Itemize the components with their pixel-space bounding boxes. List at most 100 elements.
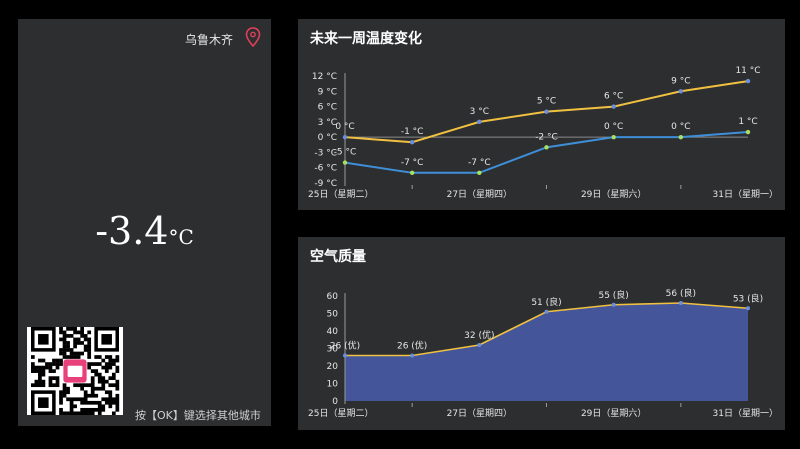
qr-module [76,383,81,388]
y-tick-label: 10 [327,380,339,390]
aqi-point [678,301,683,305]
y-tick-label: -3 °C [314,148,337,158]
aqi-point [746,306,750,311]
qr-module [38,383,42,388]
qr-module [52,358,56,363]
qr-logo [67,365,83,377]
qr-module [52,369,56,373]
qr-module [76,341,81,345]
x-tick-label: 25日（星期二） [308,189,373,200]
qr-module [66,334,70,338]
qr-module [59,348,63,352]
high-temp-label: 0 °C [335,122,354,132]
qr-module [48,365,53,370]
qr-module [101,407,106,412]
qr-module [52,362,56,366]
qr-module [97,404,102,409]
x-tick-label: 31日（星期一） [713,189,778,200]
qr-module [52,383,56,388]
qr-module [111,372,116,377]
qr-module [38,369,42,373]
qr-module [80,351,84,356]
qr-module [108,376,113,380]
qr-module [73,344,77,349]
location-pin-icon [245,27,261,47]
qr-module [108,365,113,370]
qr-module [83,344,88,349]
qr-module [66,341,70,345]
qr-finder [38,334,49,345]
qr-module [48,379,53,384]
qr-finder [38,397,49,408]
qr-module [101,365,106,370]
qr-module [69,334,74,338]
qr-module [97,411,102,415]
qr-module [62,348,67,352]
qr-module [104,355,109,359]
qr-module [66,397,70,402]
qr-module [80,330,84,335]
y-tick-label: 60 [327,292,339,302]
qr-module [62,383,67,388]
qr-module [59,351,63,356]
qr-module [80,400,84,405]
x-tick-label: 29日（星期六） [581,188,646,200]
qr-module [108,397,113,402]
qr-module [111,358,116,363]
qr-module [31,365,35,370]
high-temp-point [342,134,348,140]
low-temp-label: 0 °C [671,122,690,132]
qr-module [69,348,74,352]
qr-module [83,400,88,405]
qr-module [83,397,88,402]
qr-module [73,327,77,331]
low-temp-point [611,134,616,140]
qr-module [97,386,102,391]
qr-module [34,383,39,388]
qr-module [62,341,67,345]
qr-module [108,358,113,363]
qr-module [111,397,116,402]
qr-module [41,358,46,363]
aqi-label: 53 (良) [733,292,763,304]
qr-module [83,337,88,342]
qr-module [87,400,92,405]
qr-module [115,400,120,405]
qr-module [62,393,67,398]
qr-module [108,404,113,409]
y-tick-label: 30 [327,345,339,355]
qr-module [115,407,120,412]
aqi-point [343,353,347,358]
qr-module [73,383,77,388]
qr-module [87,351,92,356]
qr-module [41,379,46,384]
temperature-unit: °C [168,225,194,249]
qr-module [90,383,95,388]
qr-module [41,372,46,377]
qr-module [115,386,120,391]
qr-module [69,404,74,409]
qr-module [115,404,120,409]
aqi-point [410,353,415,358]
low-temp-label: -7 °C [401,158,424,168]
y-tick-label: 6 °C [318,103,337,113]
qr-module [34,379,39,384]
qr-module [90,400,95,405]
x-tick-label: 25日（星期二） [308,408,373,419]
qr-module [115,383,120,388]
qr-module [90,362,95,366]
qr-module [76,330,81,335]
y-tick-label: 40 [327,327,339,337]
qr-module [83,390,88,395]
qr-module [62,386,67,391]
qr-module [76,355,81,359]
qr-module [55,362,60,366]
qr-module [115,365,120,370]
qr-module [73,351,77,356]
qr-module [69,351,74,356]
qr-module [41,383,46,388]
qr-module [87,393,92,398]
qr-module [108,383,113,388]
qr-module [104,362,109,366]
